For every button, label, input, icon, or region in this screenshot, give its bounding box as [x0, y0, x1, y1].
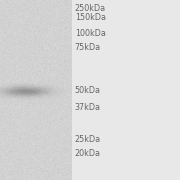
Text: 25kDa: 25kDa — [75, 135, 101, 144]
Text: 250kDa: 250kDa — [75, 4, 106, 13]
Text: 20kDa: 20kDa — [75, 149, 101, 158]
Bar — [72, 0, 180, 180]
Text: 100kDa: 100kDa — [75, 29, 106, 38]
Text: 150kDa: 150kDa — [75, 13, 106, 22]
Text: 50kDa: 50kDa — [75, 86, 101, 95]
Text: 37kDa: 37kDa — [75, 103, 101, 112]
Text: 75kDa: 75kDa — [75, 43, 101, 52]
